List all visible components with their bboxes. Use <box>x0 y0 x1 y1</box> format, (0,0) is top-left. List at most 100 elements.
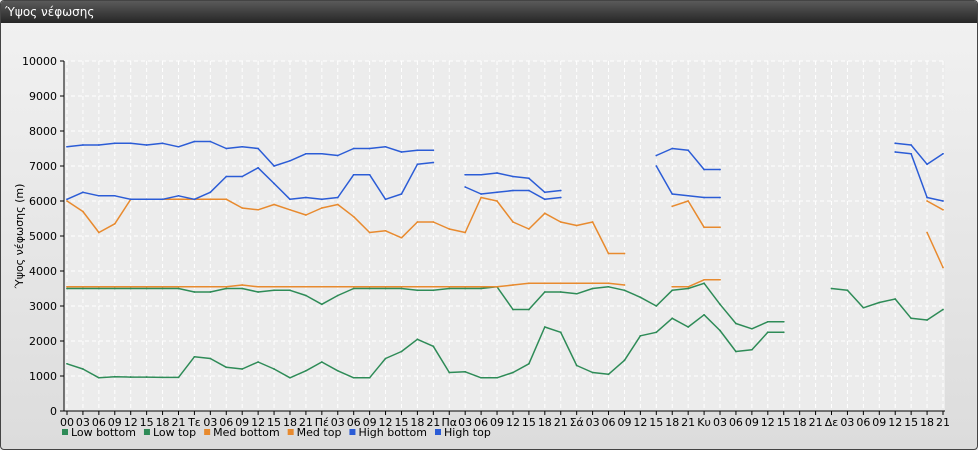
x-tick-label: 09 <box>872 416 886 429</box>
data-point-med-bottom <box>320 285 323 288</box>
data-point-low-top <box>862 306 865 309</box>
data-point-low-bottom <box>623 359 626 362</box>
data-point-low-top <box>97 287 100 290</box>
x-tick-label: 06 <box>347 416 361 429</box>
data-point-low-top <box>82 287 84 290</box>
legend-label: High bottom <box>358 426 427 439</box>
data-point-low-bottom <box>241 368 244 370</box>
data-point-low-bottom <box>448 371 451 374</box>
legend-swatch <box>62 429 68 435</box>
data-point-high-bottom <box>145 198 148 201</box>
data-point-med-bottom <box>527 282 530 285</box>
x-tick-label: 12 <box>506 416 520 429</box>
x-tick-label: 12 <box>888 416 902 429</box>
y-tick-label: 10000 <box>22 55 57 68</box>
data-point-low-top <box>559 291 562 293</box>
data-point-high-bottom <box>289 198 291 201</box>
data-point-high-top <box>241 145 244 148</box>
data-point-low-bottom <box>129 376 132 378</box>
data-point-high-top <box>942 152 944 155</box>
legend-swatch <box>204 429 211 435</box>
data-point-high-top <box>209 140 212 143</box>
data-point-high-bottom <box>655 165 658 167</box>
data-point-high-bottom <box>942 200 944 202</box>
legend-label: Med bottom <box>213 426 280 439</box>
data-point-low-bottom <box>336 369 339 372</box>
series-line-low-top <box>67 282 944 330</box>
data-point-high-bottom <box>400 193 403 195</box>
x-tick-label: 12 <box>379 416 393 429</box>
x-tick-label: 06 <box>729 416 743 429</box>
data-point-high-bottom <box>464 186 467 188</box>
data-point-low-top <box>129 287 132 290</box>
data-point-high-top <box>384 145 387 148</box>
x-tick-label: 09 <box>745 416 759 429</box>
data-point-low-bottom <box>289 376 291 379</box>
data-point-low-top <box>894 298 897 300</box>
x-tick-label: 18 <box>920 416 934 429</box>
data-point-high-top <box>655 154 658 157</box>
data-point-low-top <box>687 287 690 290</box>
data-point-med-bottom <box>575 282 578 285</box>
data-point-low-top <box>623 289 626 292</box>
data-point-med-bottom <box>209 285 212 288</box>
data-point-med-bottom <box>671 285 674 288</box>
data-point-low-bottom <box>384 357 387 360</box>
data-point-low-top <box>241 287 244 290</box>
data-point-med-top <box>273 203 275 206</box>
data-point-low-bottom <box>735 350 737 353</box>
data-point-high-top <box>894 142 897 145</box>
data-point-low-bottom <box>145 376 148 378</box>
data-point-low-top <box>432 289 435 292</box>
data-point-med-bottom <box>273 285 275 288</box>
data-point-low-bottom <box>320 361 323 363</box>
data-point-high-bottom <box>416 163 419 166</box>
x-tick-label: 18 <box>283 416 297 429</box>
data-point-med-top <box>384 229 387 232</box>
x-tick-label: 21 <box>936 416 950 429</box>
data-point-low-bottom <box>209 357 212 360</box>
data-point-low-top <box>225 287 228 290</box>
data-point-high-top <box>416 149 419 152</box>
data-point-low-bottom <box>703 313 705 316</box>
data-point-low-top <box>575 292 578 295</box>
data-point-med-bottom <box>416 285 419 288</box>
x-tick-label: Πα <box>441 416 457 429</box>
data-point-med-top <box>368 231 371 234</box>
data-point-med-top <box>241 207 244 209</box>
data-point-high-bottom <box>480 193 483 195</box>
data-point-low-bottom <box>305 369 307 372</box>
legend: Low bottom Low top Med bottom Med top High b… <box>62 426 491 439</box>
data-point-low-top <box>830 287 833 290</box>
data-point-high-top <box>352 147 355 150</box>
data-point-med-bottom <box>177 285 180 288</box>
data-point-high-bottom <box>320 198 323 201</box>
data-point-med-bottom <box>432 285 435 288</box>
y-tick-label: 3000 <box>29 300 57 313</box>
data-point-high-top <box>527 177 530 180</box>
data-point-high-bottom <box>241 175 244 178</box>
axes: 0 1000 2000 3000 4000 5000 6000 7000 8000 9000 100… <box>22 55 950 429</box>
x-tick-label: 15 <box>140 416 154 429</box>
x-tick-label: 15 <box>904 416 918 429</box>
grid <box>64 60 945 412</box>
data-point-high-bottom <box>384 198 387 201</box>
data-point-med-bottom <box>305 285 307 288</box>
legend-item-low-bottom: Low bottom <box>62 426 136 439</box>
data-point-low-top <box>671 289 674 292</box>
x-tick-label: 03 <box>586 416 600 429</box>
x-tick-label: 00 <box>60 416 74 429</box>
data-point-med-bottom <box>257 285 260 288</box>
data-point-med-top <box>305 214 307 216</box>
data-point-high-bottom <box>703 196 705 199</box>
data-point-low-bottom <box>66 362 68 365</box>
data-point-low-bottom <box>273 368 275 370</box>
data-point-low-bottom <box>177 376 180 379</box>
data-point-low-bottom <box>639 334 642 337</box>
data-point-low-bottom <box>543 326 546 328</box>
data-point-low-top <box>161 287 164 290</box>
x-tick-label: 12 <box>124 416 138 429</box>
x-tick-label: 03 <box>458 416 472 429</box>
data-point-med-top <box>703 226 705 229</box>
